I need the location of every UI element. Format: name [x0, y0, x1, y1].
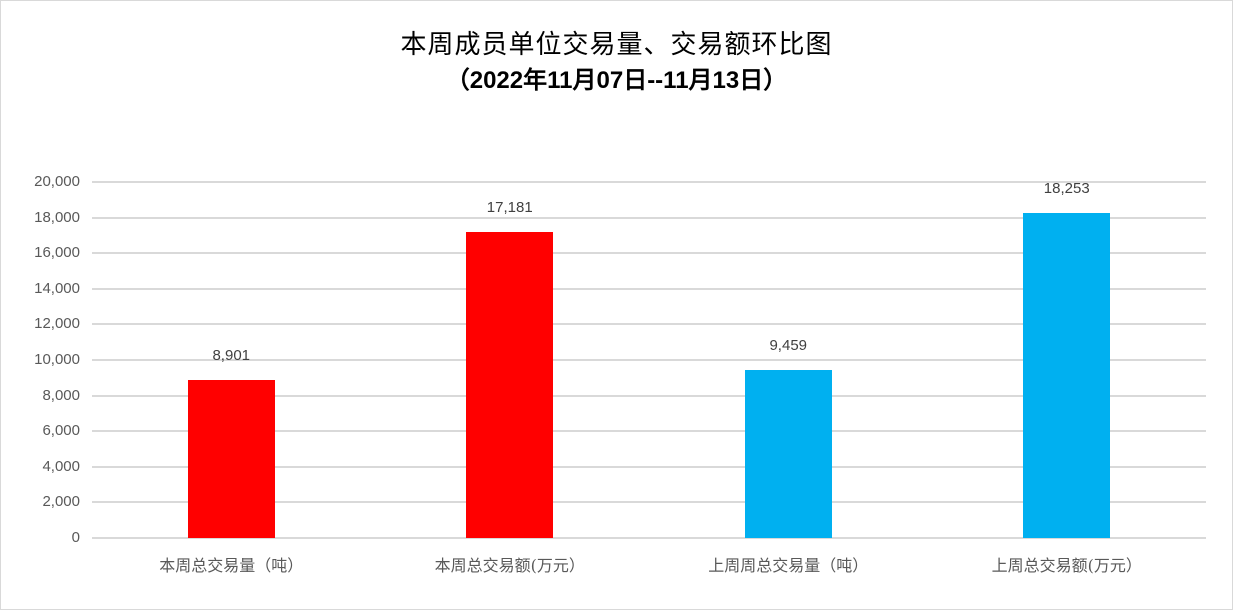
y-tick-label: 4,000	[42, 457, 80, 475]
y-tick-label: 12,000	[34, 315, 80, 333]
gridline	[92, 501, 1206, 504]
data-label: 9,459	[769, 336, 808, 354]
gridline	[92, 181, 1206, 183]
y-tick-label: 8,000	[42, 386, 80, 404]
data-label: 8,901	[212, 346, 251, 364]
chart-subtitle: （2022年11月07日--11月13日）	[445, 67, 788, 94]
x-category-label: 上周周总交易量（吨）	[708, 556, 869, 575]
y-tick-label: 6,000	[42, 422, 80, 440]
y-tick-label: 16,000	[34, 244, 80, 262]
x-category-label: 本周总交易额(万元）	[434, 556, 585, 575]
y-tick-label: 18,000	[34, 208, 80, 226]
data-label: 17,181	[486, 199, 533, 217]
plot-area: 8,901 17,181 9,459 18,253	[92, 180, 1206, 539]
y-tick-label: 0	[71, 529, 80, 546]
bar	[466, 232, 554, 538]
bar	[187, 379, 275, 538]
bar	[744, 369, 832, 538]
x-category-label: 本周总交易量（吨）	[159, 556, 304, 575]
y-tick-label: 10,000	[34, 351, 80, 368]
gridline	[92, 216, 1206, 219]
x-category-label: 上周总交易额(万元）	[991, 556, 1142, 575]
data-label: 18,253	[1043, 180, 1090, 198]
chart-title: 本周成员单位交易量、交易额环比图	[400, 30, 833, 60]
gridline	[92, 537, 1206, 539]
y-tick-label: 20,000	[34, 173, 80, 190]
gridline	[92, 252, 1206, 255]
gridline	[92, 323, 1206, 326]
gridline	[92, 359, 1206, 361]
y-tick-label: 14,000	[34, 279, 80, 297]
gridline	[92, 430, 1206, 433]
gridline	[92, 287, 1206, 290]
y-tick-label: 2,000	[42, 493, 80, 511]
gridline	[92, 394, 1206, 397]
gridline	[92, 465, 1206, 468]
bar	[1023, 213, 1111, 538]
